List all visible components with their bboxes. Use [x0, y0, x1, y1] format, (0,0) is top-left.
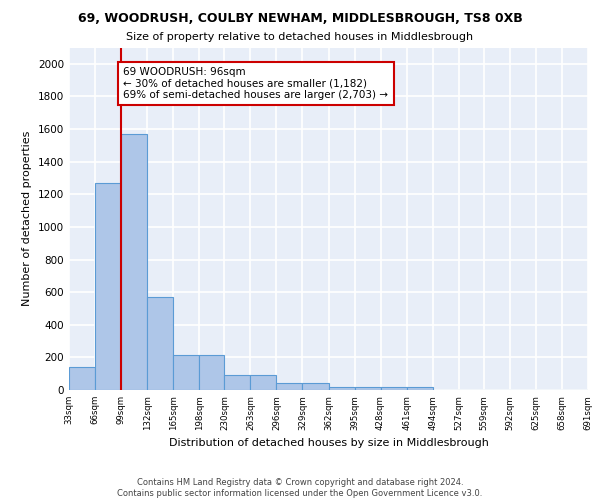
Text: Size of property relative to detached houses in Middlesbrough: Size of property relative to detached ho…: [127, 32, 473, 42]
Bar: [199, 355, 224, 390]
Bar: [95, 183, 121, 390]
Bar: [69, 367, 95, 390]
Bar: [121, 134, 147, 390]
Bar: [250, 374, 277, 390]
Bar: [407, 386, 433, 390]
Text: Contains HM Land Registry data © Crown copyright and database right 2024.
Contai: Contains HM Land Registry data © Crown c…: [118, 478, 482, 498]
Bar: [355, 386, 380, 390]
Text: 69 WOODRUSH: 96sqm
← 30% of detached houses are smaller (1,182)
69% of semi-deta: 69 WOODRUSH: 96sqm ← 30% of detached hou…: [124, 67, 388, 100]
Text: 69, WOODRUSH, COULBY NEWHAM, MIDDLESBROUGH, TS8 0XB: 69, WOODRUSH, COULBY NEWHAM, MIDDLESBROU…: [77, 12, 523, 26]
Bar: [147, 297, 173, 390]
Bar: [380, 386, 407, 390]
Bar: [329, 386, 355, 390]
X-axis label: Distribution of detached houses by size in Middlesbrough: Distribution of detached houses by size …: [169, 438, 488, 448]
Bar: [277, 382, 302, 390]
Y-axis label: Number of detached properties: Number of detached properties: [22, 131, 32, 306]
Bar: [302, 382, 329, 390]
Bar: [173, 355, 199, 390]
Bar: [224, 374, 250, 390]
